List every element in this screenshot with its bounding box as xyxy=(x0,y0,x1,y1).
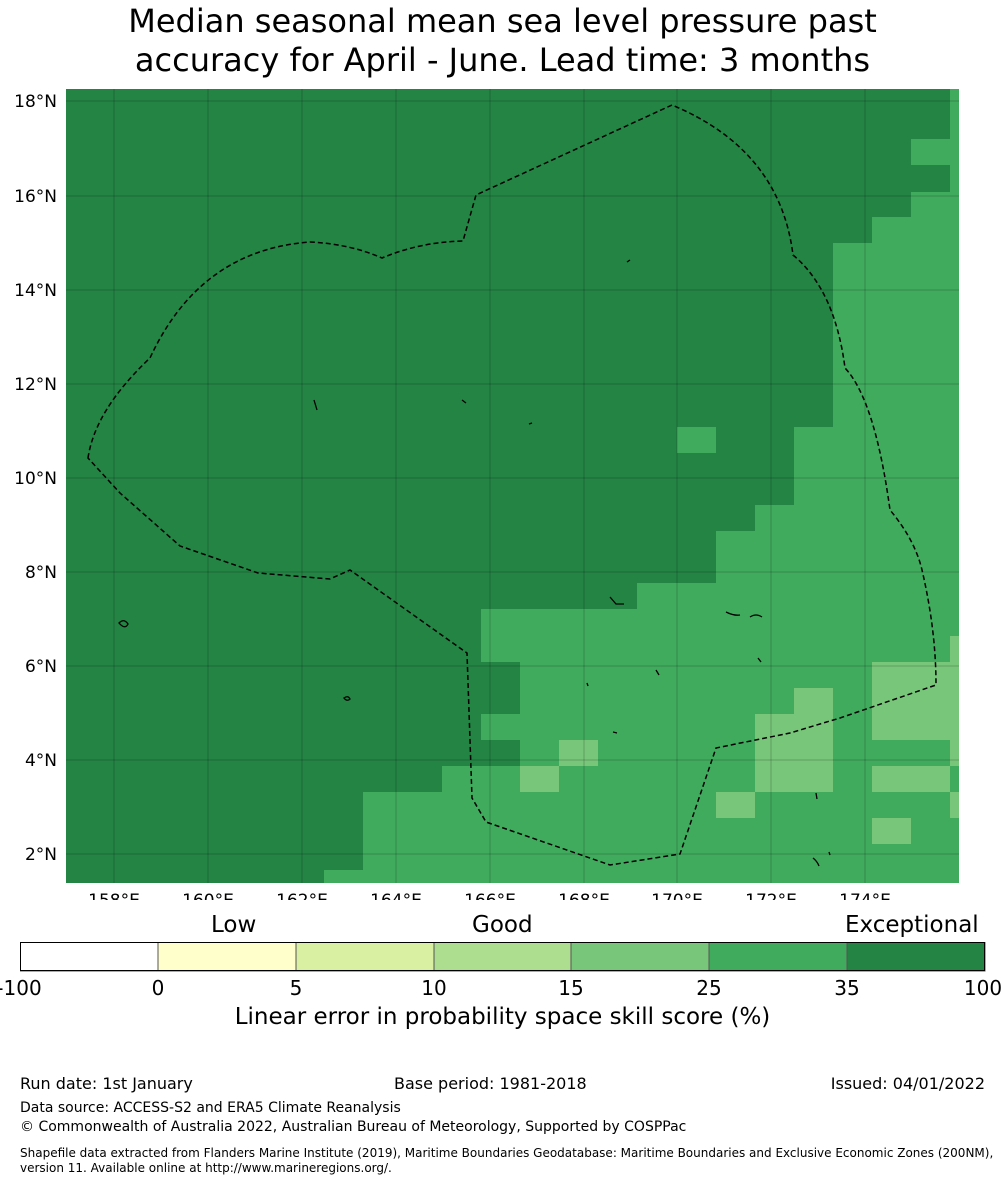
latitude-labels: 18°N 16°N 14°N 12°N 10°N 8°N 6°N 4°N 2°N xyxy=(14,92,57,865)
lon-label-162e: 162°E xyxy=(276,891,328,900)
island-coastlines xyxy=(118,259,831,867)
colorbar-tick-15: 15 xyxy=(558,976,584,1000)
colorbar-label: Linear error in probability space skill … xyxy=(234,1004,771,1030)
colorbar-tick-0: 0 xyxy=(151,976,165,1000)
issued-date: Issued: 04/01/2022 xyxy=(830,1074,985,1093)
colorbar-tick-100: 100 xyxy=(963,976,1003,1000)
colorbar-tick-10: 10 xyxy=(421,976,447,1000)
lon-label-158e: 158°E xyxy=(88,891,140,900)
colorbar-segment-neg xyxy=(20,942,159,972)
lat-label-12n: 12°N xyxy=(14,375,57,395)
lat-label-6n: 6°N xyxy=(25,657,57,677)
colorbar-tick-neg100: -100 xyxy=(0,976,42,1000)
skill-15-25-region xyxy=(520,636,959,844)
colorbar-category-good: Good xyxy=(472,912,533,938)
colorbar xyxy=(20,942,986,972)
lat-label-18n: 18°N xyxy=(14,92,57,112)
lon-label-172e: 172°E xyxy=(745,891,797,900)
lat-label-10n: 10°N xyxy=(14,469,57,489)
colorbar-tick-25: 25 xyxy=(696,976,722,1000)
eez-boundary xyxy=(87,104,937,866)
colorbar-tick-5: 5 xyxy=(289,976,303,1000)
base-period: Base period: 1981-2018 xyxy=(394,1074,587,1093)
lat-label-16n: 16°N xyxy=(14,187,57,207)
colorbar-tick-35: 35 xyxy=(834,976,860,1000)
lon-label-160e: 160°E xyxy=(182,891,234,900)
map-title: Median seasonal mean sea level pressure … xyxy=(0,2,1005,80)
colorbar-segment-35-100 xyxy=(846,942,986,972)
lon-label-174e: 174°E xyxy=(839,891,891,900)
run-date: Run date: 1st January xyxy=(20,1074,193,1093)
shapefile-credit: Shapefile data extracted from Flanders M… xyxy=(20,1146,1000,1176)
lat-label-2n: 2°N xyxy=(25,845,57,865)
skill-map: 18°N 16°N 14°N 12°N 10°N 8°N 6°N 4°N 2°N… xyxy=(14,89,959,900)
lon-label-164e: 164°E xyxy=(370,891,422,900)
longitude-labels: 158°E 160°E 162°E 164°E 166°E 168°E 170°… xyxy=(88,891,891,900)
colorbar-frame xyxy=(20,942,985,971)
data-source: Data source: ACCESS-S2 and ERA5 Climate … xyxy=(20,1100,401,1116)
lon-label-166e: 166°E xyxy=(464,891,516,900)
lat-label-14n: 14°N xyxy=(14,281,57,301)
shapefile-credit-line-1: Shapefile data extracted from Flanders M… xyxy=(20,1146,994,1160)
shapefile-credit-line-2: version 11. Available online at http://w… xyxy=(20,1161,392,1175)
lon-label-168e: 168°E xyxy=(558,891,610,900)
colorbar-category-exceptional: Exceptional xyxy=(845,912,979,938)
skill-exceptional-patches xyxy=(481,662,520,766)
lon-label-170e: 170°E xyxy=(651,891,703,900)
title-line-2: accuracy for April - June. Lead time: 3 … xyxy=(134,41,871,79)
copyright: © Commonwealth of Australia 2022, Austra… xyxy=(20,1119,687,1135)
colorbar-segment-5-10 xyxy=(295,942,435,972)
lat-label-4n: 4°N xyxy=(25,751,57,771)
colorbar-category-low: Low xyxy=(211,912,257,938)
colorbar-segment-15-25 xyxy=(570,942,710,972)
lat-label-8n: 8°N xyxy=(25,563,57,583)
title-line-1: Median seasonal mean sea level pressure … xyxy=(128,2,877,40)
colorbar-segment-10-15 xyxy=(433,942,572,972)
colorbar-segment-25-35 xyxy=(708,942,848,972)
colorbar-segment-0-5 xyxy=(157,942,297,972)
